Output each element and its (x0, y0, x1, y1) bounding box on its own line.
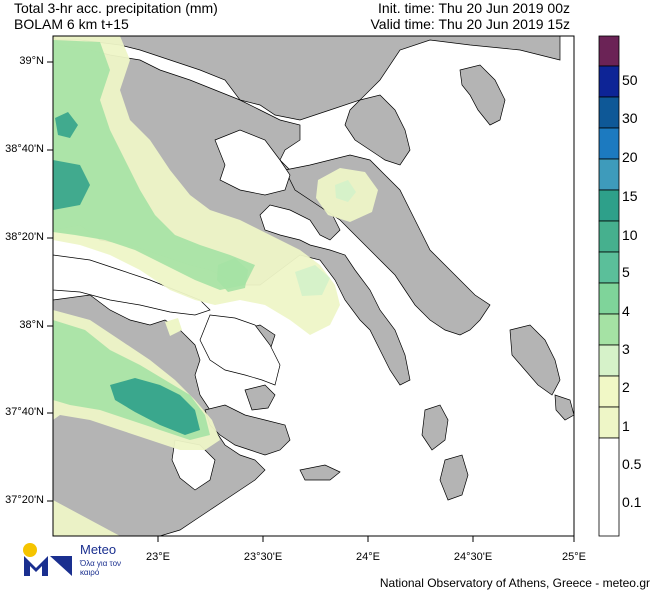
legend-swatch-0.05 (598, 406, 620, 439)
andros-island (509, 324, 561, 396)
legend-label-15: 15 (622, 188, 638, 204)
lat-label-38-20n: 38°20'N (5, 231, 44, 243)
tinos-island (554, 394, 574, 421)
precip-medium-center (217, 258, 248, 292)
lat-label-37-40n: 37°40'N (5, 406, 44, 418)
legend-label-30: 30 (622, 110, 638, 126)
legend-swatch-5 (598, 189, 620, 222)
precip-small-spot (165, 318, 182, 336)
precip-medium-east (295, 265, 330, 296)
meteo-logo-tagline: Όλα για τον καιρό (80, 559, 122, 577)
lat-label-38n: 38°N (19, 319, 44, 331)
meteo-logo-icon (23, 543, 72, 576)
legend-label-0-1: 0.1 (622, 494, 642, 510)
legend-label-3: 3 (622, 341, 630, 357)
north-euboean-gulf (214, 129, 291, 196)
lon-label-24e: 24°E (356, 551, 380, 563)
precip-heavy-northwest (53, 160, 90, 210)
footer-credit: National Observatory of Athens, Greece -… (379, 576, 650, 590)
legend-swatch-3 (598, 251, 620, 284)
argolid-peninsula (204, 404, 291, 456)
meteo-logo-name: Meteo (80, 542, 117, 557)
lat-label-38-40n: 38°40'N (5, 143, 44, 155)
legend-label-1: 1 (622, 418, 630, 434)
legend-label-50: 50 (622, 72, 638, 88)
lon-label-23e: 23°E (146, 551, 170, 563)
kea-island (421, 404, 449, 451)
legend-label-4: 4 (622, 303, 630, 319)
lat-label-37-20n: 37°20'N (5, 494, 44, 506)
lon-label-24-30e: 24°30'E (453, 551, 493, 563)
corinthian-gulf (53, 254, 211, 316)
meteo-logo[interactable]: Meteo Όλα για τον καιρό (22, 542, 132, 582)
legend-swatch-20 (598, 96, 620, 129)
init-time-label: Init. time: Thu 20 Jun 2019 00z (378, 0, 570, 16)
precip-heavy-north-spot (55, 112, 78, 138)
precip-medium-euboea (335, 180, 356, 202)
legend-swatch-10 (598, 158, 620, 191)
lat-label-39n: 39°N (19, 55, 44, 67)
valid-time-label: Valid time: Thu 20 Jun 2019 15z (370, 16, 571, 32)
legend-swatch-50 (598, 35, 620, 67)
map-frame (52, 35, 575, 537)
precipitation-fields (53, 36, 378, 536)
gulfs (53, 129, 291, 491)
legend-swatch-1 (598, 313, 620, 346)
mainland-central-greece (53, 36, 561, 121)
euboea-north (344, 94, 411, 166)
legend-swatch-0 (598, 437, 620, 537)
aegina-island (244, 384, 276, 411)
legend-swatch-0.5 (598, 344, 620, 377)
legend-swatch-0.1 (598, 375, 620, 408)
lon-label-25e: 25°E (562, 551, 586, 563)
hydra-island (299, 464, 341, 481)
precip-heavy-peloponnese (110, 378, 200, 435)
legend-swatch-4 (598, 220, 620, 253)
kythnos-island (439, 454, 469, 501)
legend-colorbar (598, 35, 620, 537)
skyros-island (459, 64, 506, 126)
legend-label-5: 5 (622, 264, 630, 280)
legend-label-10: 10 (622, 227, 638, 243)
legend-swatch-2 (598, 282, 620, 315)
axis-ticks (47, 61, 575, 542)
model-subtitle: BOLAM 6 km t+15 (14, 16, 129, 32)
precip-light-west (53, 36, 340, 335)
legend-label-0-5: 0.5 (622, 456, 642, 472)
legend-swatch-30 (598, 65, 620, 98)
saronic-gulf (199, 314, 281, 386)
legend-label-2: 2 (622, 379, 630, 395)
legend-label-20: 20 (622, 149, 638, 165)
lon-label-23-30e: 23°30'E (243, 551, 283, 563)
precip-medium-west (53, 40, 255, 290)
map-title: Total 3-hr acc. precipitation (mm) (14, 0, 218, 16)
legend-swatch-15 (598, 127, 620, 160)
